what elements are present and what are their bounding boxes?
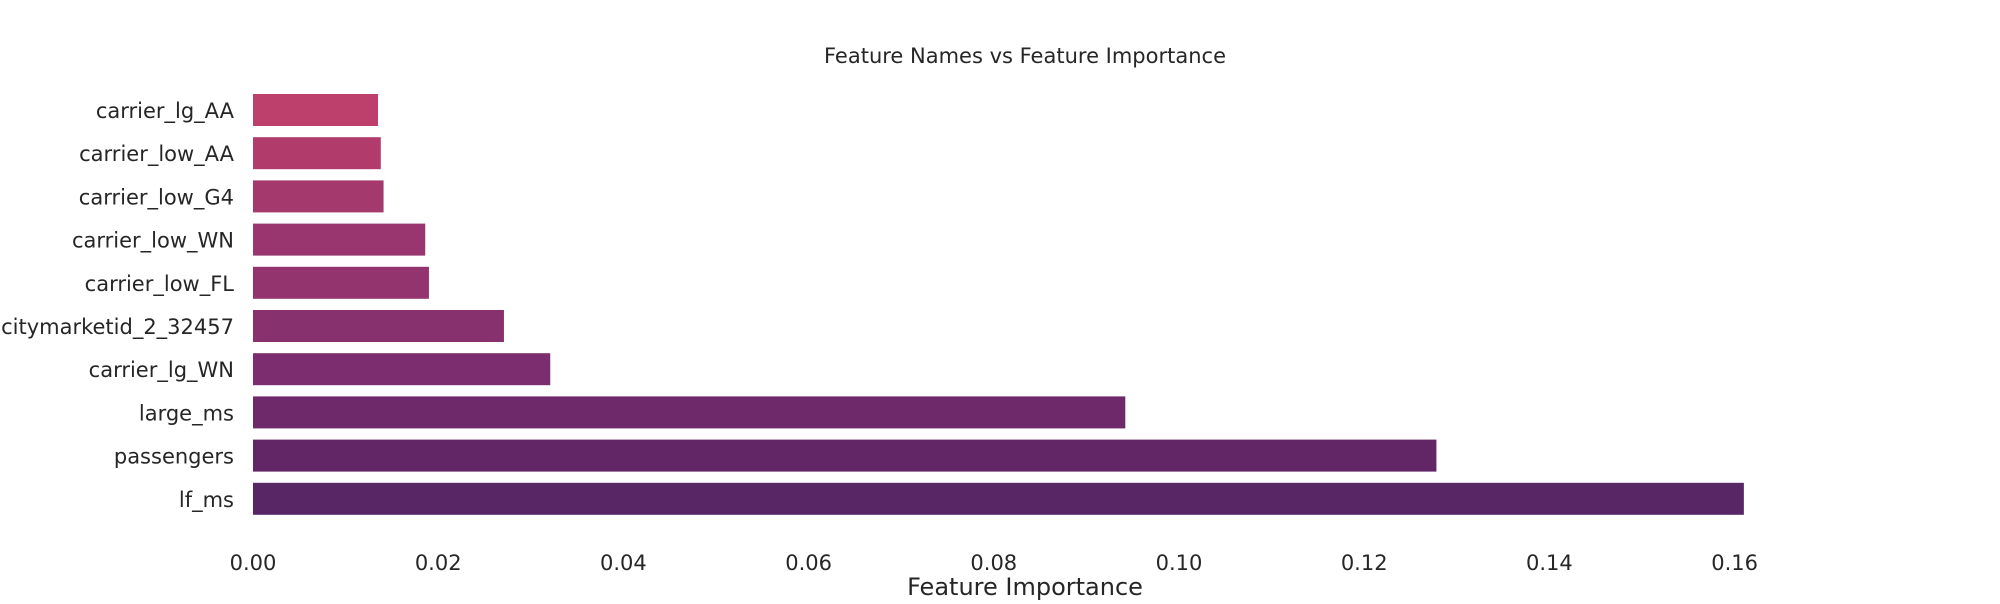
bar-carrier_low_WN xyxy=(253,223,426,256)
bar-lf_ms xyxy=(253,482,1744,515)
x-tick-label: 0.12 xyxy=(1341,551,1388,575)
x-tick-label: 0.06 xyxy=(785,551,832,575)
bar-carrier_low_G4 xyxy=(253,180,384,213)
x-tick-label: 0.04 xyxy=(600,551,647,575)
bar-large_ms xyxy=(253,396,1126,429)
y-tick-label: carrier_low_FL xyxy=(85,272,235,297)
y-tick-label: carrier_low_AA xyxy=(79,142,235,167)
y-tick-label: citymarketid_2_32457 xyxy=(1,315,234,340)
x-tick-labels: 0.00 0.02 0.04 0.06 0.08 0.10 0.12 0.14 0.16 xyxy=(230,551,1758,575)
x-tick-label: 0.16 xyxy=(1711,551,1758,575)
bar-carrier_lg_WN xyxy=(253,353,551,386)
y-tick-label: carrier_low_G4 xyxy=(79,185,234,210)
y-tick-label: passengers xyxy=(114,445,234,469)
y-tick-label: lf_ms xyxy=(179,488,234,513)
bar-carrier_low_FL xyxy=(253,266,429,299)
x-axis-label: Feature Importance xyxy=(907,573,1143,600)
y-tick-label: carrier_lg_WN xyxy=(89,358,234,383)
x-tick-label: 0.02 xyxy=(415,551,462,575)
y-tick-labels: carrier_lg_AA carrier_low_AA carrier_low_G… xyxy=(1,99,235,513)
y-tick-label: carrier_low_WN xyxy=(72,229,234,254)
chart-title: Feature Names vs Feature Importance xyxy=(824,44,1226,68)
bar-citymarketid_2_32457 xyxy=(253,310,504,342)
bar-carrier_lg_AA xyxy=(253,94,379,126)
bars-group xyxy=(253,94,1744,515)
y-tick-label: large_ms xyxy=(139,401,234,426)
bar-passengers xyxy=(253,439,1437,472)
y-tick-label: carrier_lg_AA xyxy=(96,99,235,124)
x-tick-label: 0.10 xyxy=(1156,551,1203,575)
x-tick-label: 0.00 xyxy=(230,551,277,575)
x-tick-label: 0.08 xyxy=(970,551,1017,575)
bar-carrier_low_AA xyxy=(253,137,381,170)
x-tick-label: 0.14 xyxy=(1526,551,1573,575)
